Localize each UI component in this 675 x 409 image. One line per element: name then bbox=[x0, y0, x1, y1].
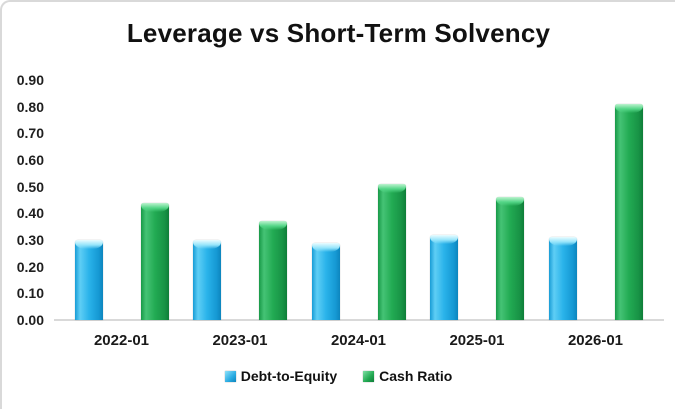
bar-gloss-highlight bbox=[496, 197, 524, 207]
bar-gloss-highlight bbox=[74, 240, 103, 249]
bar-debt-to-equity-2026-01 bbox=[548, 237, 577, 320]
bar-cash-ratio-2023-01 bbox=[259, 221, 287, 320]
chart-title: Leverage vs Short-Term Solvency bbox=[126, 18, 551, 48]
bar-debt-to-equity-2025-01 bbox=[430, 234, 458, 320]
bar-gloss-highlight bbox=[140, 202, 169, 212]
y-axis-tick-label: 0.80 bbox=[16, 98, 44, 115]
bar-gloss-highlight bbox=[311, 242, 340, 252]
bar-gloss-highlight bbox=[430, 234, 458, 244]
legend-label: Debt-to-Equity bbox=[240, 368, 338, 384]
y-axis-tick-label: 0.60 bbox=[16, 152, 44, 168]
bar-gloss-highlight bbox=[614, 104, 643, 113]
bar-cash-ratio-2026-01 bbox=[614, 104, 643, 320]
bar-debt-to-equity-2024-01 bbox=[311, 242, 340, 320]
x-axis-category-label: 2026-01 bbox=[567, 332, 624, 349]
y-axis-tick-label: 0.90 bbox=[16, 72, 44, 88]
legend-item-debt-to-equity: Debt-to-Equity bbox=[224, 368, 338, 384]
y-axis-tick-label: 0.50 bbox=[16, 178, 44, 195]
legend-swatch-icon bbox=[224, 370, 236, 382]
legend-label: Cash Ratio bbox=[379, 368, 453, 384]
bar-cash-ratio-2024-01 bbox=[377, 184, 406, 320]
y-axis: 0.00 0.10 0.20 0.30 0.40 0.50 0.60 0.70 0.80 0.90 bbox=[2, 2, 50, 409]
bar-gloss-highlight bbox=[259, 221, 287, 231]
plot-area: 2022-01 2023-01 2024-01 2025-01 2026-01 bbox=[54, 80, 664, 349]
x-axis-line bbox=[54, 319, 664, 321]
y-axis-tick-label: 0.00 bbox=[16, 312, 44, 328]
x-axis-category-label: 2022-01 bbox=[93, 332, 150, 349]
y-axis-tick-label: 0.40 bbox=[16, 205, 44, 222]
bar-gloss-highlight bbox=[377, 184, 406, 193]
bar-debt-to-equity-2023-01 bbox=[193, 240, 221, 320]
bar-debt-to-equity-2022-01 bbox=[74, 240, 103, 320]
x-axis-category-label: 2024-01 bbox=[330, 332, 387, 349]
y-axis-tick-label: 0.10 bbox=[16, 285, 44, 302]
x-axis-category-label: 2025-01 bbox=[449, 332, 505, 349]
y-axis-tick-label: 0.20 bbox=[16, 258, 44, 275]
legend: Debt-to-Equity Cash Ratio bbox=[2, 368, 675, 384]
bar-cash-ratio-2022-01 bbox=[140, 202, 169, 320]
bar-cash-ratio-2025-01 bbox=[496, 197, 524, 320]
bar-gloss-highlight bbox=[193, 240, 221, 249]
bar-gloss-highlight bbox=[548, 237, 577, 247]
legend-swatch-icon bbox=[363, 370, 375, 382]
y-axis-tick-label: 0.30 bbox=[16, 232, 44, 248]
y-axis-tick-label: 0.70 bbox=[16, 125, 44, 142]
x-axis-category-label: 2023-01 bbox=[212, 332, 268, 349]
legend-item-cash-ratio: Cash Ratio bbox=[363, 368, 452, 384]
